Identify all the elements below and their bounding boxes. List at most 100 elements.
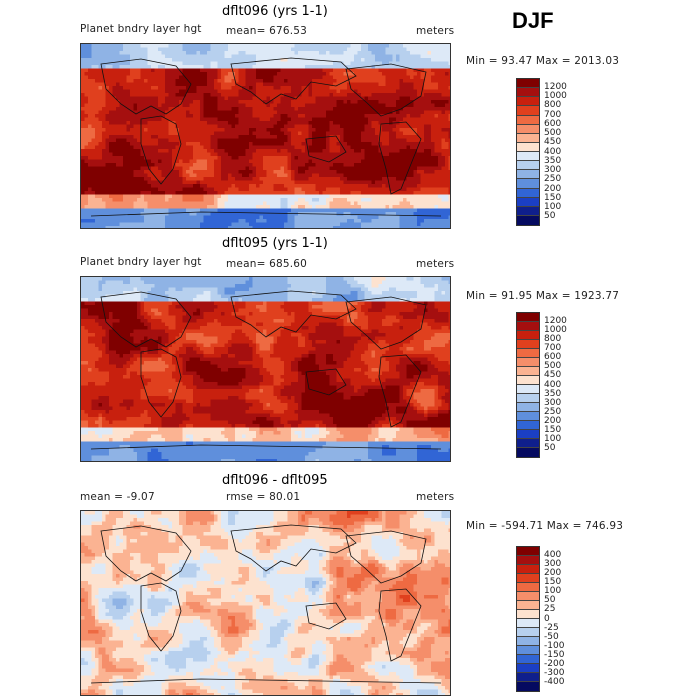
panel-2-units-label: meters: [416, 258, 455, 270]
colorbar-tick-label: 400: [544, 146, 562, 157]
panel-3-map: [80, 510, 451, 696]
colorbar-tick-label: 25: [544, 604, 556, 615]
colorbar-tick-label: 1000: [544, 324, 567, 335]
colorbar-swatch: [517, 637, 539, 646]
colorbar-tick-label: 500: [544, 361, 562, 372]
colorbar-swatch: [517, 106, 539, 116]
panel-2-map: [80, 276, 451, 462]
colorbar-tick-label: 150: [544, 192, 562, 203]
colorbar-tick-label: 1000: [544, 91, 567, 101]
colorbar-swatch: [517, 655, 539, 664]
colorbar-swatch: [517, 394, 539, 403]
panel-3-rmse-label: rmse = 80.01: [226, 491, 301, 503]
colorbar-swatch: [517, 376, 539, 385]
colorbar-swatch: [517, 97, 539, 107]
colorbar-tick-label: 0: [544, 613, 550, 624]
panel-1-map: [80, 43, 451, 229]
panel-2-variable-label: Planet bndry layer hgt: [80, 256, 202, 268]
colorbar-tick-label: -100: [544, 640, 565, 651]
panel-1-units-label: meters: [416, 25, 455, 37]
colorbar-swatch: [517, 583, 539, 592]
colorbar-swatch: [517, 88, 539, 98]
colorbar-tick-label: 300: [544, 397, 562, 408]
colorbar-swatch: [517, 152, 539, 162]
colorbar-swatch: [517, 385, 539, 394]
colorbar-tick-label: 100: [544, 202, 562, 212]
colorbar-tick-label: 400: [544, 379, 562, 390]
colorbar-swatch: [517, 403, 539, 412]
panel-1-minmax: Min = 93.47 Max = 2013.03: [466, 55, 620, 67]
panel-3-title: dflt096 - dflt095: [222, 473, 328, 488]
colorbar-swatch: [517, 412, 539, 421]
panel-3-units-label: meters: [416, 491, 455, 503]
colorbar-tick-label: 700: [544, 109, 562, 120]
colorbar-swatch: [517, 574, 539, 583]
colorbar-tick-label: 300: [544, 165, 562, 175]
colorbar-tick-label: 200: [544, 567, 562, 578]
colorbar-swatch: [517, 331, 539, 340]
panel-2-colorbar: [516, 312, 540, 458]
colorbar-tick-label: 350: [544, 155, 562, 166]
colorbar-tick-label: -200: [544, 659, 565, 670]
colorbar-tick-label: 50: [544, 595, 556, 606]
panel-2-title: dflt095 (yrs 1-1): [222, 236, 328, 251]
colorbar-swatch: [517, 349, 539, 358]
panel-2-mean-label: mean= 685.60: [226, 258, 308, 270]
colorbar-tick-label: 500: [544, 128, 562, 138]
colorbar-swatch: [517, 161, 539, 171]
colorbar-swatch: [517, 206, 539, 216]
colorbar-tick-label: 100: [544, 434, 562, 445]
colorbar-swatch: [517, 646, 539, 655]
colorbar-swatch: [517, 188, 539, 198]
colorbar-tick-label: 150: [544, 577, 562, 587]
colorbar-tick-label: 450: [544, 137, 562, 148]
colorbar-tick-label: -400: [544, 677, 565, 688]
colorbar-swatch: [517, 619, 539, 628]
panel-3-minmax: Min = -594.71 Max = 746.93: [466, 520, 624, 532]
colorbar-swatch: [517, 340, 539, 349]
colorbar-swatch: [517, 142, 539, 152]
colorbar-swatch: [517, 556, 539, 565]
season-label: DJF: [512, 8, 554, 33]
panel-3-colorbar: [516, 546, 540, 692]
colorbar-swatch: [517, 170, 539, 180]
colorbar-swatch: [517, 673, 539, 682]
colorbar-swatch: [517, 358, 539, 367]
colorbar-tick-label: 800: [544, 333, 562, 344]
colorbar-tick-label: 50: [544, 443, 556, 454]
colorbar-tick-label: -25: [544, 622, 559, 633]
colorbar-swatch: [517, 664, 539, 673]
colorbar-tick-label: 250: [544, 174, 562, 185]
colorbar-tick-label: 800: [544, 100, 562, 111]
colorbar-swatch: [517, 124, 539, 134]
colorbar-tick-label: 700: [544, 343, 562, 353]
colorbar-swatch: [517, 682, 539, 691]
colorbar-swatch: [517, 601, 539, 610]
panel-1-colorbar: [516, 78, 540, 226]
colorbar-tick-label: 400: [544, 549, 562, 560]
panel-1-title: dflt096 (yrs 1-1): [222, 4, 328, 19]
colorbar-swatch: [517, 322, 539, 331]
colorbar-swatch: [517, 592, 539, 601]
colorbar-tick-label: 300: [544, 558, 562, 569]
colorbar-swatch: [517, 421, 539, 430]
colorbar-tick-label: 50: [544, 211, 556, 222]
colorbar-swatch: [517, 439, 539, 448]
colorbar-swatch: [517, 610, 539, 619]
colorbar-swatch: [517, 547, 539, 556]
colorbar-tick-label: -50: [544, 631, 559, 642]
colorbar-tick-label: 350: [544, 388, 562, 399]
colorbar-swatch: [517, 79, 539, 89]
colorbar-tick-label: -150: [544, 650, 565, 660]
colorbar-swatch: [517, 367, 539, 376]
colorbar-swatch: [517, 197, 539, 207]
colorbar-tick-label: 150: [544, 425, 562, 436]
colorbar-swatch: [517, 313, 539, 322]
colorbar-tick-label: 600: [544, 118, 562, 129]
colorbar-swatch: [517, 215, 539, 225]
colorbar-swatch: [517, 133, 539, 143]
colorbar-tick-label: 250: [544, 406, 562, 417]
panel-3-mean-label: mean = -9.07: [80, 491, 155, 503]
colorbar-swatch: [517, 115, 539, 125]
colorbar-tick-label: 200: [544, 183, 562, 194]
